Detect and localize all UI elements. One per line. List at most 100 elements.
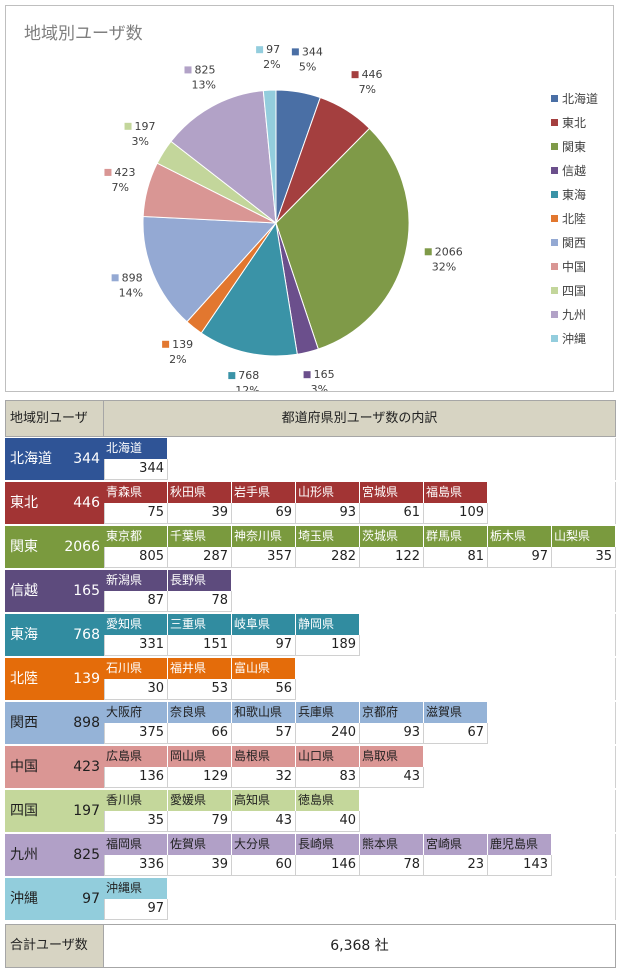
region-total: 768	[73, 627, 100, 643]
prefecture-users: 81	[424, 547, 488, 568]
data-label-marker-6	[111, 274, 119, 282]
prefecture-row-9: 福岡県 336 佐賀県 39 大分県 60 長崎県 146 熊本県 78 宮崎県 23 鹿児島県 143	[104, 834, 616, 876]
region-cell-4: 東海 768	[5, 614, 104, 656]
prefecture-name: 埼玉県	[296, 526, 360, 547]
region-total: 446	[73, 495, 100, 511]
prefecture-name: 長崎県	[296, 834, 360, 855]
prefecture-name: 鳥取県	[360, 746, 424, 767]
region-cell-1: 東北 446	[5, 482, 104, 524]
prefecture-users: 143	[488, 855, 552, 876]
prefecture-users: 97	[232, 635, 296, 656]
legend-label-8: 四国	[562, 284, 586, 298]
prefecture-users: 78	[360, 855, 424, 876]
header-prefecture-breakdown: 都道府県別ユーザ数の内訳	[104, 400, 616, 437]
legend-label-0: 北海道	[562, 91, 598, 106]
legend-label-9: 九州	[562, 308, 586, 322]
pie-chart: 地域別ユーザ数3445%北海道4467%東北206632%関東1653%信越76…	[24, 24, 598, 391]
region-total: 97	[82, 891, 100, 907]
legend-swatch-6	[551, 239, 558, 246]
region-total: 139	[73, 671, 100, 687]
prefecture-users: 109	[424, 503, 488, 524]
prefecture-name: 高知県	[232, 790, 296, 811]
data-label-marker-7	[104, 168, 112, 176]
prefecture-name: 宮崎県	[424, 834, 488, 855]
prefecture-name: 大分県	[232, 834, 296, 855]
legend-item-7: 中国	[551, 259, 586, 274]
data-label-marker-8	[124, 122, 132, 130]
prefecture-name: 青森県	[104, 482, 168, 503]
legend-label-4: 東海	[562, 187, 586, 202]
prefecture-users: 282	[296, 547, 360, 568]
prefecture-name: 神奈川県	[232, 526, 296, 547]
prefecture-users: 67	[424, 723, 488, 744]
prefecture-name: 山形県	[296, 482, 360, 503]
prefecture-users: 93	[360, 723, 424, 744]
legend-item-4: 東海	[551, 187, 586, 202]
legend-swatch-3	[551, 167, 558, 174]
data-label-2: 2066 32%	[424, 245, 463, 273]
region-cell-8: 四国 197	[5, 790, 104, 832]
prefecture-users: 79	[168, 811, 232, 832]
prefecture-users: 39	[168, 503, 232, 524]
pie-slice-2	[275, 127, 410, 350]
data-label-value-1: 446	[362, 68, 383, 81]
prefecture-name: 岩手県	[232, 482, 296, 503]
prefecture-name: 千葉県	[168, 526, 232, 547]
prefecture-users: 344	[104, 459, 168, 480]
legend-item-6: 関西	[551, 236, 586, 250]
prefecture-users: 83	[296, 767, 360, 788]
prefecture-name: 佐賀県	[168, 834, 232, 855]
data-label-percent-6: 14%	[119, 286, 143, 299]
prefecture-name: 富山県	[232, 658, 296, 679]
prefecture-users: 30	[104, 679, 168, 700]
data-label-percent-9: 13%	[192, 78, 216, 91]
prefecture-users: 97	[488, 547, 552, 568]
prefecture-users: 331	[104, 635, 168, 656]
prefecture-row-3: 新潟県 87 長野県 78	[104, 570, 616, 612]
data-label-value-7: 423	[114, 166, 135, 179]
prefecture-name: 大阪府	[104, 702, 168, 723]
prefecture-name: 広島県	[104, 746, 168, 767]
prefecture-name: 岡山県	[168, 746, 232, 767]
prefecture-users: 53	[168, 679, 232, 700]
prefecture-users: 35	[552, 547, 616, 568]
prefecture-row-4: 愛知県 331 三重県 151 岐阜県 97 静岡県 189	[104, 614, 616, 656]
total-unit: 社	[374, 938, 389, 954]
prefecture-users: 66	[168, 723, 232, 744]
prefecture-name: 岐阜県	[232, 614, 296, 635]
prefecture-users: 43	[232, 811, 296, 832]
prefecture-name: 秋田県	[168, 482, 232, 503]
region-cell-9: 九州 825	[5, 834, 104, 876]
prefecture-row-8: 香川県 35 愛媛県 79 高知県 43 徳島県 40	[104, 790, 616, 832]
data-label-percent-3: 3%	[311, 383, 328, 391]
legend-swatch-4	[551, 191, 558, 198]
region-cell-5: 北陸 139	[5, 658, 104, 700]
prefecture-name: 和歌山県	[232, 702, 296, 723]
legend-swatch-1	[551, 119, 558, 126]
legend-swatch-8	[551, 287, 558, 294]
legend-swatch-5	[551, 215, 558, 222]
prefecture-users: 69	[232, 503, 296, 524]
data-label-percent-10: 2%	[263, 58, 280, 71]
prefecture-name: 石川県	[104, 658, 168, 679]
prefecture-users: 57	[232, 723, 296, 744]
prefecture-name: 福井県	[168, 658, 232, 679]
legend-item-3: 信越	[551, 164, 586, 178]
region-name: 九州	[10, 847, 38, 863]
prefecture-users: 60	[232, 855, 296, 876]
prefecture-name: 鹿児島県	[488, 834, 552, 855]
data-label-percent-1: 7%	[359, 83, 376, 96]
data-label-marker-5	[162, 340, 170, 348]
prefecture-name: 福島県	[424, 482, 488, 503]
region-name: 中国	[10, 759, 38, 775]
prefecture-users: 39	[168, 855, 232, 876]
pie-slice-6	[142, 215, 278, 323]
data-label-marker-1	[351, 71, 359, 79]
